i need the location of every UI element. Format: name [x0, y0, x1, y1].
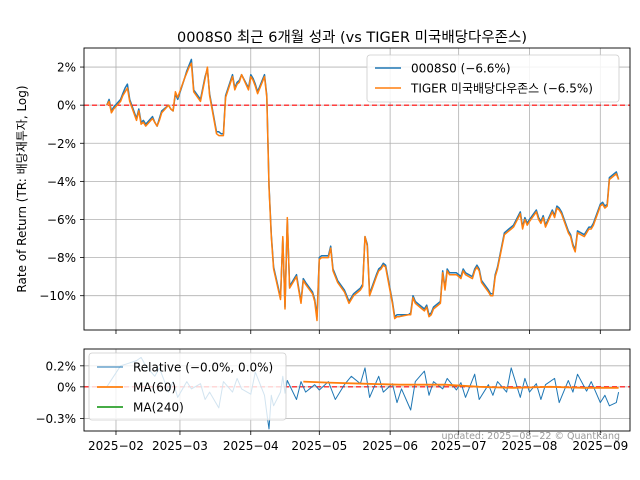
y-tick-label: 0%	[57, 99, 76, 113]
x-tick-label: 2025−08	[502, 439, 558, 453]
chart-title: 0008S0 최근 6개월 성과 (vs TIGER 미국배당다우존스)	[177, 29, 527, 46]
ma60-series-line	[303, 380, 619, 389]
x-tick-label: 2025−05	[291, 439, 347, 453]
x-tick-label: 2025−07	[431, 439, 487, 453]
x-axis-ticks: 2025−02 2025−03 2025−04 2025−05 2025−06 2025−…	[88, 431, 628, 453]
legend-box	[366, 54, 620, 103]
bottom-chart-y-ticks: 0.2% 0% −0.3%	[35, 359, 84, 426]
y-tick-label: −4%	[47, 175, 76, 189]
y-tick-label: −2%	[47, 137, 76, 151]
top-chart-frame	[83, 47, 631, 331]
y-axis-label: Rate of Return (TR: 배당재투자, Log)	[15, 85, 29, 292]
x-tick-label: 2025−04	[223, 439, 279, 453]
top-chart-panel: 2% 0% −2% −4% −6% −8% −10% Rate of Return (TR:…	[15, 47, 631, 334]
bottom-legend-label: MA(240)	[133, 401, 184, 415]
top-legend: 0008S0 (−6.6%) TIGER 미국배당다우존스 (−6.5%)	[366, 54, 620, 103]
y-tick-label: −10%	[39, 289, 76, 303]
bottom-chart-panel: 0.2% 0% −0.3% 2025−02 2025−03 2025−04 2025−05…	[35, 348, 631, 453]
bottom-legend-label: MA(60)	[133, 381, 176, 395]
bottom-chart-frame	[83, 348, 631, 432]
x-tick-label: 2025−06	[362, 439, 418, 453]
bottom-legend-box	[88, 352, 287, 421]
series-line-fund	[106, 58, 620, 318]
y-tick-label: −6%	[47, 213, 76, 227]
y-tick-label: 2%	[57, 61, 76, 75]
x-tick-label: 2025−09	[572, 439, 628, 453]
x-tick-label: 2025−02	[88, 439, 144, 453]
legend-label: TIGER 미국배당다우존스 (−6.5%)	[410, 82, 593, 96]
x-tick-label: 2025−03	[152, 439, 208, 453]
bottom-legend-label: Relative (−0.0%, 0.0%)	[133, 361, 273, 375]
bottom-y-tick-label: −0.3%	[35, 412, 76, 426]
legend-label: 0008S0 (−6.6%)	[411, 62, 511, 76]
footer-watermark: updated: 2025−08−22 © QuantKang	[441, 431, 620, 442]
y-tick-label: −8%	[47, 251, 76, 265]
top-chart-series	[106, 58, 620, 322]
bottom-y-tick-label: 0%	[57, 380, 76, 394]
bottom-y-tick-label: 0.2%	[46, 359, 77, 373]
series-line-benchmark	[106, 62, 620, 322]
bottom-legend: Relative (−0.0%, 0.0%) MA(60) MA(240)	[88, 352, 287, 421]
top-chart-y-ticks: 2% 0% −2% −4% −6% −8% −10%	[39, 61, 601, 334]
